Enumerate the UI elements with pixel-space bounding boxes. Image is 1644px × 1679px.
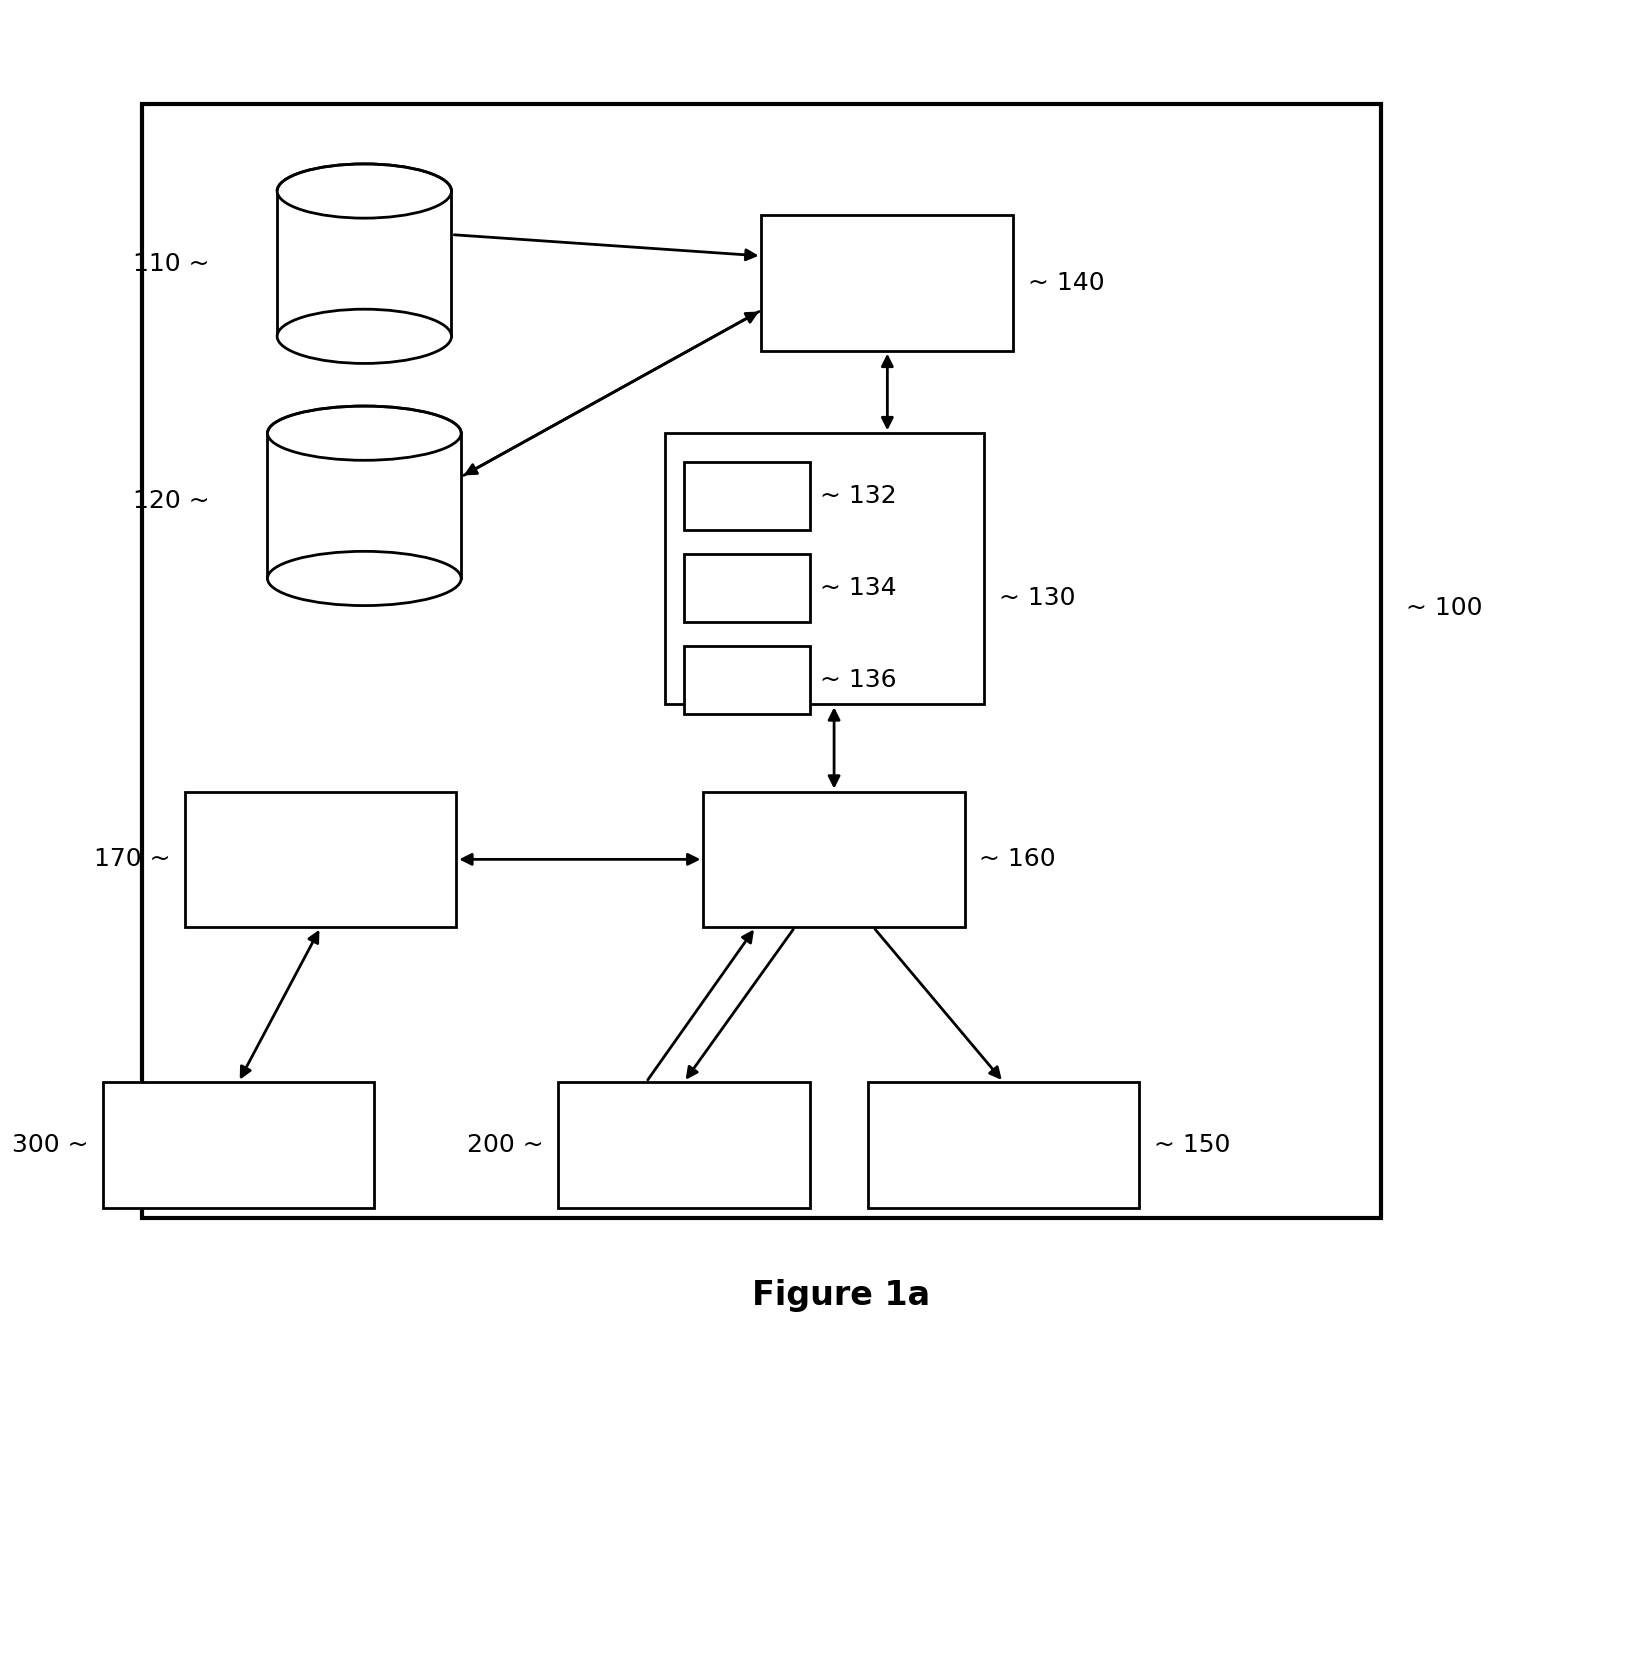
- Ellipse shape: [268, 406, 462, 460]
- Ellipse shape: [278, 309, 452, 363]
- Text: ~ 150: ~ 150: [1154, 1133, 1230, 1157]
- Bar: [268, 433, 462, 579]
- Bar: [664, 433, 985, 705]
- Text: ~ 134: ~ 134: [820, 576, 896, 599]
- Text: 110 ~: 110 ~: [133, 252, 209, 275]
- Text: Figure 1a: Figure 1a: [751, 1279, 931, 1311]
- Bar: [761, 215, 1013, 351]
- Text: 200 ~: 200 ~: [467, 1133, 544, 1157]
- Bar: [141, 104, 1381, 1217]
- Bar: [704, 791, 965, 927]
- Bar: [684, 554, 810, 621]
- Bar: [557, 1083, 810, 1209]
- Text: 300 ~: 300 ~: [12, 1133, 89, 1157]
- Text: ~ 160: ~ 160: [980, 848, 1055, 871]
- Ellipse shape: [278, 165, 452, 218]
- Bar: [278, 191, 452, 336]
- Text: ~ 136: ~ 136: [820, 668, 896, 692]
- Text: ~ 132: ~ 132: [820, 484, 896, 509]
- Bar: [684, 462, 810, 531]
- Text: ~ 100: ~ 100: [1406, 596, 1481, 620]
- Bar: [684, 646, 810, 714]
- Bar: [104, 1083, 373, 1209]
- Text: 120 ~: 120 ~: [133, 489, 209, 514]
- Bar: [186, 791, 457, 927]
- Text: ~ 130: ~ 130: [1000, 586, 1075, 609]
- Text: ~ 140: ~ 140: [1028, 270, 1105, 296]
- Bar: [868, 1083, 1139, 1209]
- Ellipse shape: [268, 551, 462, 606]
- Text: 170 ~: 170 ~: [94, 848, 171, 871]
